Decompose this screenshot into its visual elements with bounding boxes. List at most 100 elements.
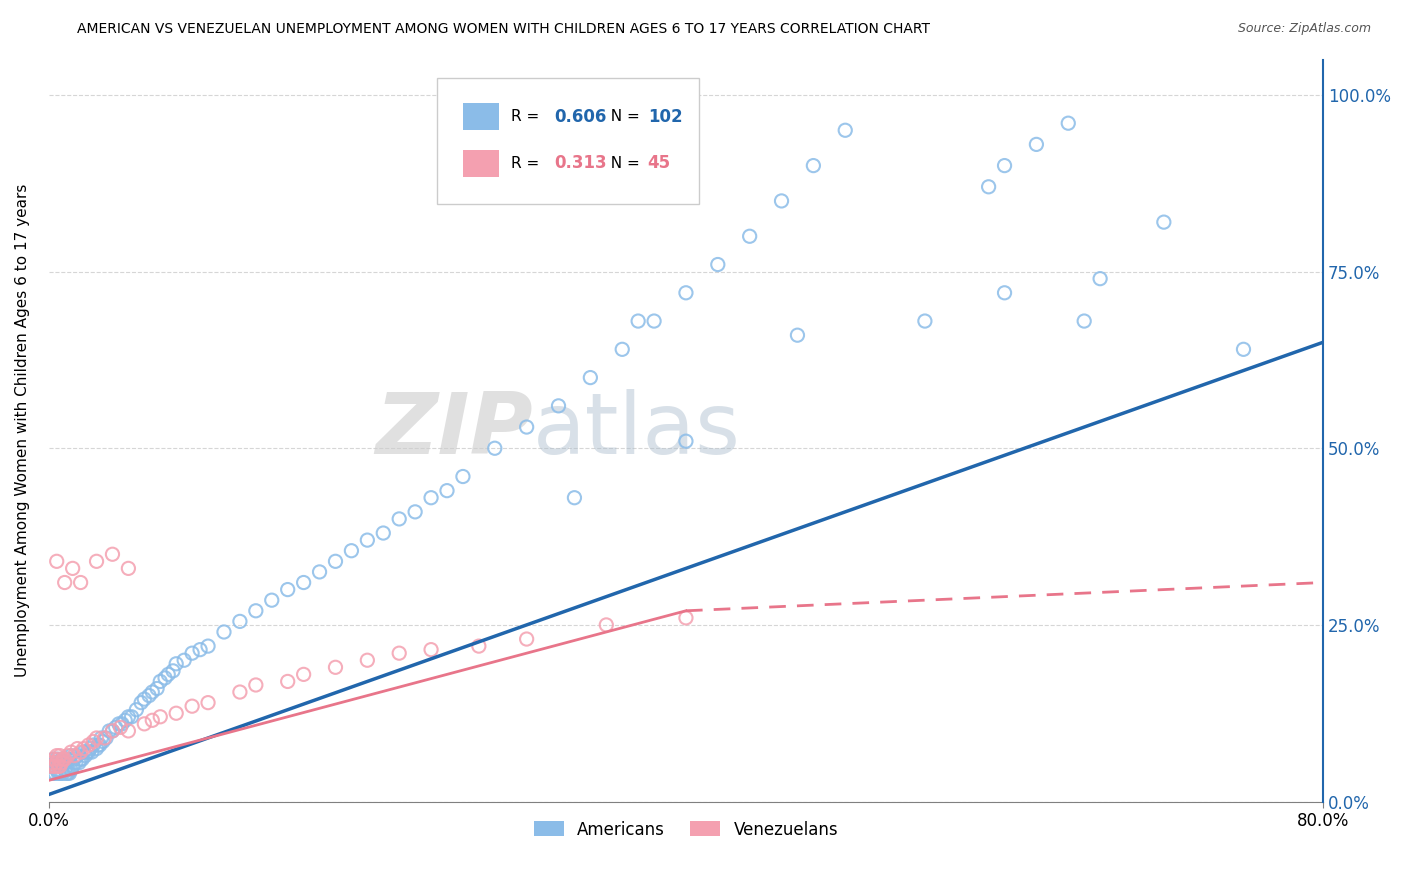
- Point: [73, 745, 96, 759]
- Point: [277, 674, 299, 689]
- Point: [1073, 314, 1095, 328]
- Text: N =: N =: [600, 109, 644, 124]
- Point: [53, 575, 76, 590]
- Point: [117, 710, 139, 724]
- Point: [114, 714, 136, 728]
- Point: [49, 766, 72, 780]
- Text: R =: R =: [512, 109, 544, 124]
- Point: [60, 748, 83, 763]
- Point: [80, 745, 103, 759]
- Point: [56, 766, 79, 780]
- Point: [308, 565, 330, 579]
- Text: N =: N =: [600, 156, 644, 171]
- Point: [564, 491, 586, 505]
- Point: [229, 615, 252, 629]
- Text: R =: R =: [512, 156, 544, 171]
- Point: [149, 710, 172, 724]
- Point: [612, 343, 634, 357]
- Point: [1088, 271, 1111, 285]
- Point: [111, 716, 134, 731]
- Text: AMERICAN VS VENEZUELAN UNEMPLOYMENT AMONG WOMEN WITH CHILDREN AGES 6 TO 17 YEARS: AMERICAN VS VENEZUELAN UNEMPLOYMENT AMON…: [77, 22, 931, 37]
- Point: [157, 667, 180, 681]
- Point: [388, 512, 411, 526]
- Point: [42, 766, 65, 780]
- Point: [77, 738, 100, 752]
- Point: [420, 642, 443, 657]
- Point: [356, 653, 378, 667]
- Point: [44, 766, 66, 780]
- Point: [77, 745, 100, 759]
- Point: [65, 756, 87, 770]
- Point: [98, 723, 121, 738]
- Point: [42, 752, 65, 766]
- Point: [49, 756, 72, 770]
- Point: [89, 738, 111, 752]
- Point: [292, 667, 315, 681]
- Point: [643, 314, 665, 328]
- Point: [46, 756, 69, 770]
- Point: [404, 505, 426, 519]
- Point: [45, 554, 67, 568]
- Point: [49, 748, 72, 763]
- Point: [340, 543, 363, 558]
- Point: [62, 759, 84, 773]
- Point: [42, 759, 65, 773]
- Point: [101, 547, 124, 561]
- Point: [82, 734, 104, 748]
- Point: [141, 685, 163, 699]
- Point: [69, 752, 91, 766]
- Point: [55, 756, 77, 770]
- Point: [181, 699, 204, 714]
- FancyBboxPatch shape: [437, 78, 699, 204]
- Point: [516, 632, 538, 646]
- Point: [52, 752, 75, 766]
- Point: [325, 554, 347, 568]
- Point: [46, 766, 69, 780]
- Point: [356, 533, 378, 548]
- Point: [63, 752, 86, 766]
- Point: [82, 738, 104, 752]
- Point: [94, 731, 117, 745]
- Point: [51, 766, 73, 780]
- Bar: [463, 103, 499, 130]
- Bar: [463, 150, 499, 177]
- Point: [547, 399, 569, 413]
- Point: [141, 714, 163, 728]
- Point: [45, 756, 67, 770]
- Point: [110, 720, 132, 734]
- Point: [388, 646, 411, 660]
- Point: [181, 646, 204, 660]
- Point: [146, 681, 169, 696]
- Point: [165, 706, 187, 721]
- Point: [373, 526, 395, 541]
- Point: [129, 696, 152, 710]
- Point: [49, 759, 72, 773]
- Point: [41, 759, 63, 773]
- Point: [117, 723, 139, 738]
- Point: [63, 748, 86, 763]
- Point: [91, 734, 114, 748]
- Point: [420, 491, 443, 505]
- Point: [675, 285, 697, 300]
- Point: [197, 639, 219, 653]
- Text: 102: 102: [648, 108, 682, 126]
- Point: [44, 756, 66, 770]
- Point: [75, 748, 97, 763]
- Point: [325, 660, 347, 674]
- Point: [52, 766, 75, 780]
- Point: [436, 483, 458, 498]
- Point: [993, 285, 1015, 300]
- Point: [52, 756, 75, 770]
- Point: [1057, 116, 1080, 130]
- Point: [451, 469, 474, 483]
- Point: [993, 159, 1015, 173]
- Point: [58, 766, 80, 780]
- Point: [484, 442, 506, 456]
- Point: [56, 752, 79, 766]
- Point: [834, 123, 856, 137]
- Point: [86, 554, 108, 568]
- Point: [212, 624, 235, 639]
- Point: [58, 752, 80, 766]
- Point: [79, 741, 101, 756]
- Text: Source: ZipAtlas.com: Source: ZipAtlas.com: [1237, 22, 1371, 36]
